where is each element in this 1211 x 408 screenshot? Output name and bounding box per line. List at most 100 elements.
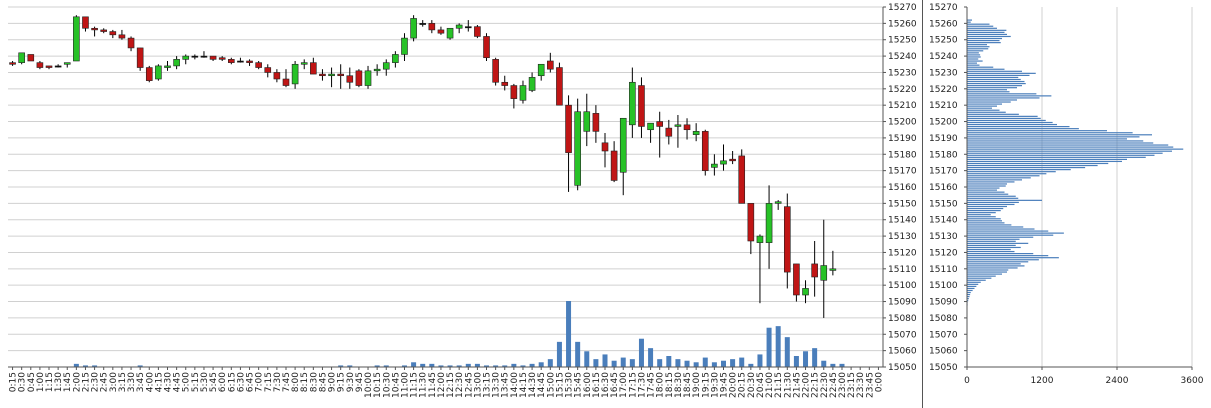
x-tick-label: 20:30 [747,372,757,398]
candle-body [364,70,372,86]
volume-bar [137,365,143,367]
candle-body [492,59,499,83]
x-tick-label: 3:30 [127,372,137,392]
candle-body [711,163,718,168]
candle-body [829,268,837,271]
candle [191,54,199,60]
x-tick-label: 10:00 [364,372,374,398]
profile-bar [967,54,981,56]
profile-bar [967,37,1002,40]
profile-bar [967,169,1071,171]
volume-bar [757,354,763,367]
profile-bar [967,144,1169,146]
x-tick-label: 20:45 [756,372,766,398]
candle [91,26,98,37]
y-tick-label: 15060 [888,347,917,357]
candle [665,119,673,145]
x-tick-label: 9:00 [328,372,338,392]
candle-body [665,127,673,137]
x-tick-label: 6:00 [218,372,228,392]
x-tick-label: 13:45 [501,372,511,398]
profile-bar [967,259,1039,261]
candle [45,65,53,70]
volume-bar [538,362,544,367]
x-tick-label: 14:15 [519,372,529,398]
candle-body [9,62,16,65]
profile-bar [967,113,1019,115]
candle-body [528,77,536,91]
x-tick-label: 8:00 [291,372,301,392]
profile-bar [967,283,979,285]
profile-bar [967,242,1029,244]
x-tick-label: 15:45 [574,372,584,398]
y-tick-label: 15220 [929,85,958,95]
candle-body [574,111,581,186]
profile-bar [967,220,1002,222]
profile-bar [967,201,1019,203]
x-tick-label: 11:45 [428,372,438,398]
profile-bar [967,267,1018,269]
y-tick-label: 15060 [929,347,958,357]
volume-bar [456,365,462,367]
y-tick-label: 15140 [888,216,917,226]
candle [619,117,627,196]
profile-bar [967,93,1037,95]
candle-body [428,23,436,31]
volume-bar [484,365,490,367]
y-tick-label: 15110 [888,265,917,275]
candle-body [118,34,126,39]
profile-bar [967,138,1127,140]
candle [419,20,427,27]
candle [692,123,700,142]
profile-bar [967,300,969,302]
candle-body [54,65,62,68]
y-tick-label: 15250 [929,36,958,46]
profile-bar [967,74,1030,76]
profile-bar [967,85,1022,87]
candle-body [145,67,153,81]
candle [783,193,791,289]
profile-bar [967,253,1034,255]
profile-bar [967,80,1025,83]
profile-bar [967,21,971,23]
candle-body [300,62,308,65]
volume-bar [702,357,708,367]
candle-body [127,37,135,49]
profile-bar [967,35,1011,38]
x-tick-label: 21:15 [774,372,784,398]
candle [583,93,591,147]
profile-bar [967,269,1009,271]
candle [738,149,746,204]
candle-body [100,29,108,32]
candle-body [583,111,591,132]
candle-body [18,52,25,63]
volume-bar [693,362,699,367]
y-tick-label: 15210 [888,101,917,111]
candle-body [164,65,171,68]
volume-bar [593,359,599,367]
x-tick-label: 23:45 [865,372,875,398]
y-tick-label: 15090 [929,298,958,308]
candle [437,26,445,35]
x-tick-label: 8:45 [318,372,328,392]
profile-bar [967,187,1000,189]
volume-bar [374,365,380,367]
volume-bar [629,359,635,367]
candle [820,219,828,318]
candle-body [310,62,317,75]
x-tick-label: 9:15 [337,372,347,392]
candle [282,69,290,88]
x-tick-label: 12:45 [464,372,474,398]
volume-bar [420,363,426,367]
y-tick-label: 15090 [888,298,917,308]
profile-bar [967,115,1038,117]
x-tick-label: 18:00 [656,372,666,398]
candle [711,154,718,176]
volume-bar [438,365,444,367]
x-tick-label: 11:30 [419,372,429,398]
volume-bar [784,337,790,367]
candle-body [228,59,235,63]
y-tick-label: 15120 [929,248,958,258]
profile-bar [967,240,1016,242]
profile-bar [967,246,1021,249]
